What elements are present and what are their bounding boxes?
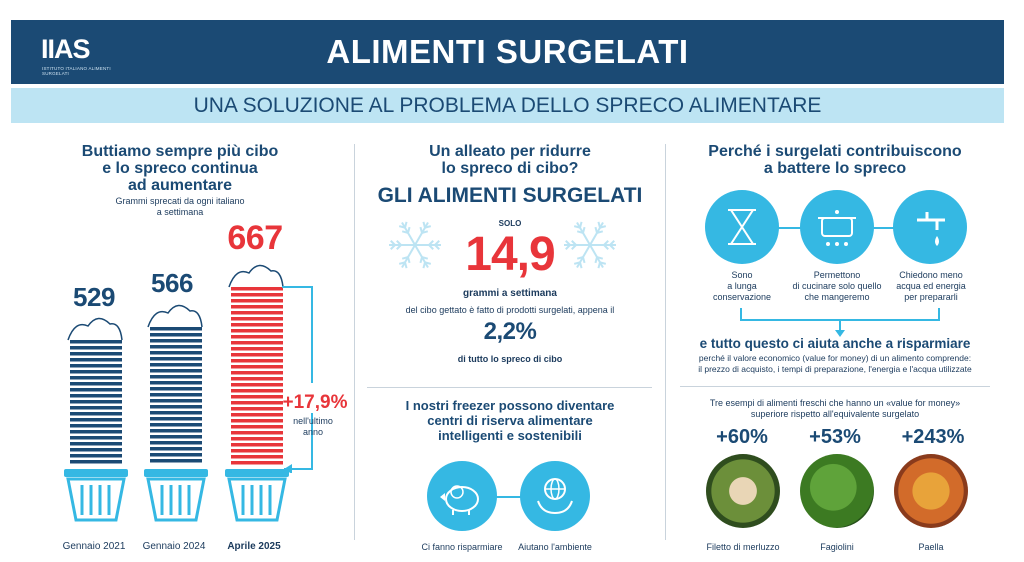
left-note: Grammi sprecati da ogni italiano a setti…: [80, 196, 280, 218]
frozen-waste-pct: 2,2%: [483, 318, 537, 345]
bin-label-2025: Aprile 2025: [227, 541, 281, 552]
middle-question-line: lo spreco di cibo?: [441, 160, 579, 177]
bin-value-2021: 529: [73, 282, 115, 312]
middle-question: Un alleato per ridurre lo spreco di cibo…: [370, 143, 650, 177]
pot-icon: [800, 190, 874, 264]
snowflake-icon: [564, 221, 616, 269]
divider-right: [665, 144, 666, 540]
left-heading: Buttiamo sempre più cibo e lo spreco con…: [50, 143, 310, 194]
frozen-waste-unit: grammi a settimana: [463, 288, 557, 299]
bin-label-2021: Gennaio 2021: [62, 541, 126, 552]
frozen-waste-value: 14,9: [465, 228, 555, 281]
growth-note-line: anno: [302, 427, 324, 437]
page-subtitle: UNA SOLUZIONE AL PROBLEMA DELLO SPRECO A…: [193, 94, 822, 117]
iias-logo: IIAS: [41, 34, 91, 64]
bin-label-2024: Gennaio 2024: [142, 541, 206, 552]
middle-headline: GLI ALIMENTI SURGELATI: [377, 184, 643, 207]
subtitle-bar: UNA SOLUZIONE AL PROBLEMA DELLO SPRECO A…: [11, 88, 1004, 123]
reason-label-resources: Chiedono meno acqua ed energia per prepa…: [886, 270, 976, 303]
bin-2024: [144, 304, 208, 522]
reason-line: Permettono: [813, 270, 861, 280]
left-note-line: a settimana: [156, 207, 204, 217]
frozen-waste-desc: del cibo gettato è fatto di prodotti sur…: [405, 305, 615, 315]
save-note-line: perché il valore economico (value for mo…: [698, 353, 972, 363]
growth-note-line: nell'ultimo: [293, 416, 333, 426]
reason-line: acqua ed energia: [896, 281, 966, 291]
examples-note-line: superiore rispetto all'equivalente surge…: [750, 409, 920, 419]
reason-line: Chiedono meno: [899, 270, 963, 280]
food-pct-paella: +243%: [901, 426, 965, 448]
left-heading-line: ad aumentare: [127, 177, 233, 194]
right-heading-line: a battere lo spreco: [763, 160, 907, 177]
growth-arrow-icon: [282, 286, 313, 473]
freezer-heading-line: intelligenti e sostenibili: [438, 428, 582, 443]
save-note: perché il valore economico (value for mo…: [680, 353, 990, 375]
paella-image: [894, 454, 968, 528]
middle-question-line: Un alleato per ridurre: [429, 143, 591, 160]
reason-line: che mangeremo: [804, 292, 870, 302]
food-label-merluzzo: Filetto di merluzzo: [706, 542, 780, 552]
green-beans-image: [800, 454, 874, 528]
reason-line: per prepararli: [904, 292, 958, 302]
freezer-heading-line: I nostri freezer possono diventare: [405, 398, 615, 413]
bin-value-2024: 566: [151, 268, 193, 298]
divider-middle: [367, 387, 652, 388]
piggy-label: Ci fanno risparmiare: [421, 542, 503, 552]
faucet-icon: [893, 190, 967, 264]
globe-label: Aiutano l'ambiente: [518, 542, 592, 552]
solo-label: SOLO: [498, 219, 522, 228]
divider-left: [354, 144, 355, 540]
fish-fillet-image: [706, 454, 780, 528]
right-heading-line: Perché i surgelati contribuiscono: [708, 143, 962, 160]
examples-note-line: Tre esempi di alimenti freschi che hanno…: [709, 398, 961, 408]
food-label-fagiolini: Fagiolini: [820, 542, 854, 552]
snowflake-icon: [389, 221, 441, 269]
connector-line: [460, 496, 550, 498]
header-bar: IIAS ISTITUTO ITALIANO ALIMENTI SURGELAT…: [11, 20, 1004, 84]
piggy-bank-icon: [427, 461, 497, 531]
food-pct-merluzzo: +60%: [716, 426, 768, 448]
save-heading: e tutto questo ci aiuta anche a risparmi…: [699, 336, 971, 351]
bin-2021: [64, 317, 128, 522]
reason-label-conservation: Sono a lunga conservazione: [702, 270, 782, 303]
reason-line: conservazione: [712, 292, 772, 302]
growth-note: nell'ultimo anno: [283, 416, 343, 438]
reason-line: Sono: [731, 270, 753, 280]
bracket-arrow-icon: [740, 308, 940, 337]
right-heading: Perché i surgelati contribuiscono a batt…: [680, 143, 990, 177]
page-title: ALIMENTI SURGELATI: [326, 33, 689, 70]
freezer-heading-line: centri di riserva alimentare: [427, 413, 593, 428]
examples-note: Tre esempi di alimenti freschi che hanno…: [680, 398, 990, 420]
frozen-waste-pct-note: di tutto lo spreco di cibo: [457, 354, 563, 364]
growth-value: +17,9%: [282, 392, 348, 413]
logo-subtitle: ISTITUTO ITALIANO ALIMENTI SURGELATI: [42, 66, 111, 76]
food-pct-fagiolini: +53%: [809, 426, 861, 448]
reason-line: a lunga: [727, 281, 757, 291]
divider-right-section: [680, 386, 990, 387]
left-heading-line: e lo spreco continua: [102, 160, 258, 177]
bin-2025: [225, 264, 289, 522]
bin-value-2025: 667: [227, 219, 283, 257]
hourglass-icon: [705, 190, 779, 264]
left-note-line: Grammi sprecati da ogni italiano: [115, 196, 245, 206]
food-label-paella: Paella: [918, 542, 944, 552]
reason-label-portion: Permettono di cucinare solo quello che m…: [785, 270, 889, 303]
globe-hands-icon: [520, 461, 590, 531]
reason-line: di cucinare solo quello: [792, 281, 882, 291]
left-heading-line: Buttiamo sempre più cibo: [81, 143, 279, 160]
save-note-line: il prezzo di acquisto, i tempi di prepar…: [698, 364, 972, 374]
freezer-heading: I nostri freezer possono diventare centr…: [370, 398, 650, 443]
